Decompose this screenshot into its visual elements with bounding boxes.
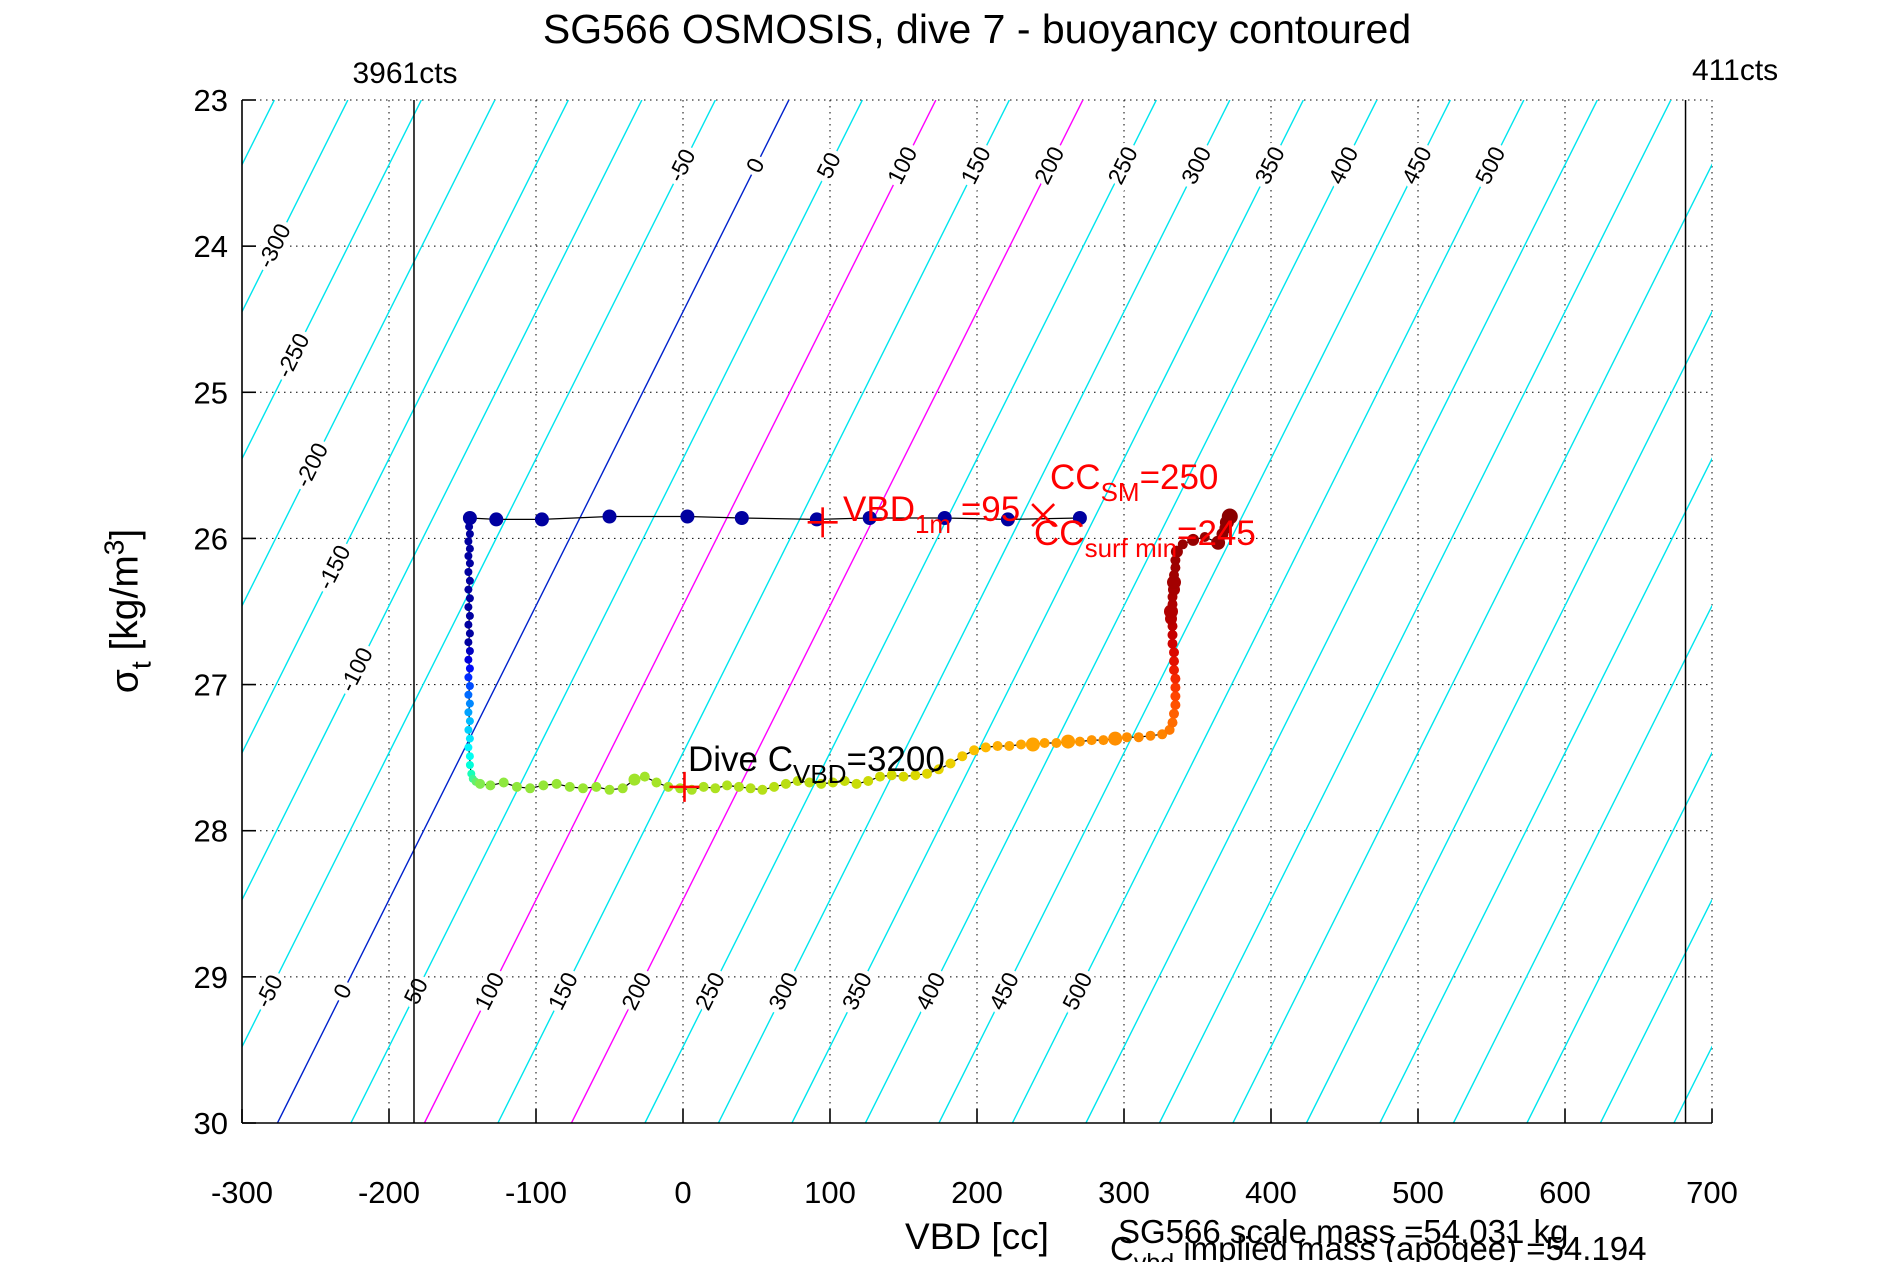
buoyancy-contour-lines xyxy=(242,100,1712,1123)
svg-text:28: 28 xyxy=(194,814,228,849)
svg-text:26: 26 xyxy=(194,521,228,556)
svg-text:29: 29 xyxy=(194,960,228,995)
vbd-counts-left-label: 3961cts xyxy=(352,57,458,90)
svg-text:100: 100 xyxy=(469,968,509,1014)
reference-markers xyxy=(669,503,1056,802)
svg-text:300: 300 xyxy=(1098,1175,1150,1210)
svg-text:350: 350 xyxy=(1249,142,1289,188)
axes-box xyxy=(241,99,1713,1124)
svg-text:350: 350 xyxy=(837,968,877,1014)
svg-text:50: 50 xyxy=(811,148,846,183)
chart-title: SG566 OSMOSIS, dive 7 - buoyancy contour… xyxy=(542,6,1412,52)
dive-trace xyxy=(462,508,1238,795)
annotation-dive-cvbd: Dive CVBD=3200 xyxy=(688,740,945,789)
svg-text:200: 200 xyxy=(616,968,656,1014)
implied-mass-text: Cvbd implied mass (apogee) =54.194 xyxy=(1110,1230,1647,1262)
svg-text:-50: -50 xyxy=(663,145,701,186)
annotation-vbd-1m: VBD1m =95 xyxy=(843,490,1021,539)
y-axis-label: σt [kg/m3] xyxy=(98,528,157,694)
x-axis-label: VBD [cc] xyxy=(905,1216,1049,1257)
x-tick-labels: -300 -200 -100 0 100 200 300 400 500 600 700 xyxy=(211,1175,1738,1210)
svg-text:-200: -200 xyxy=(358,1175,420,1210)
svg-text:250: 250 xyxy=(690,968,730,1014)
annotation-cc-surf-min: CCsurf min=245 xyxy=(1034,514,1256,563)
y-tick-labels: 23 24 25 26 27 28 29 30 xyxy=(194,83,228,1141)
svg-text:-100: -100 xyxy=(505,1175,567,1210)
svg-text:100: 100 xyxy=(804,1175,856,1210)
svg-text:250: 250 xyxy=(1102,142,1142,188)
svg-text:30: 30 xyxy=(194,1106,228,1141)
svg-text:200: 200 xyxy=(1029,142,1069,188)
svg-text:300: 300 xyxy=(763,968,803,1014)
svg-text:600: 600 xyxy=(1539,1175,1591,1210)
scale-mass-text: SG566 scale mass =54.031 kg xyxy=(1118,1213,1569,1250)
svg-text:300: 300 xyxy=(1176,142,1216,188)
svg-text:-300: -300 xyxy=(252,219,296,272)
svg-text:-200: -200 xyxy=(289,439,333,492)
svg-text:500: 500 xyxy=(1470,142,1510,188)
svg-text:450: 450 xyxy=(984,968,1024,1014)
svg-text:-100: -100 xyxy=(334,643,378,696)
svg-text:0: 0 xyxy=(674,1175,691,1210)
grid-lines xyxy=(241,99,1713,1124)
svg-text:400: 400 xyxy=(1323,142,1363,188)
svg-text:-250: -250 xyxy=(271,329,315,382)
svg-text:-300: -300 xyxy=(211,1175,273,1210)
svg-text:27: 27 xyxy=(194,668,228,703)
vbd-counts-lines xyxy=(413,100,1687,1123)
svg-text:150: 150 xyxy=(955,142,995,188)
svg-text:25: 25 xyxy=(194,375,228,410)
svg-text:150: 150 xyxy=(543,968,583,1014)
svg-text:500: 500 xyxy=(1057,968,1097,1014)
svg-text:400: 400 xyxy=(910,968,950,1014)
svg-text:450: 450 xyxy=(1396,142,1436,188)
contour-labels: -50 0 50 100 150 200 250 300 350 400 450 500-50 0 50 1… xyxy=(245,138,1515,1019)
vbd-counts-right-label: 411cts xyxy=(1692,54,1779,87)
svg-text:50: 50 xyxy=(398,974,433,1009)
svg-text:0: 0 xyxy=(328,979,357,1002)
svg-text:-150: -150 xyxy=(312,541,356,594)
svg-text:0: 0 xyxy=(741,154,770,177)
svg-text:23: 23 xyxy=(194,83,228,118)
annotation-cc-sm: CCSM=250 xyxy=(1050,458,1219,507)
svg-text:100: 100 xyxy=(882,142,922,188)
svg-text:24: 24 xyxy=(194,229,228,264)
svg-text:400: 400 xyxy=(1245,1175,1297,1210)
svg-text:700: 700 xyxy=(1686,1175,1738,1210)
svg-text:500: 500 xyxy=(1392,1175,1444,1210)
svg-text:200: 200 xyxy=(951,1175,1003,1210)
